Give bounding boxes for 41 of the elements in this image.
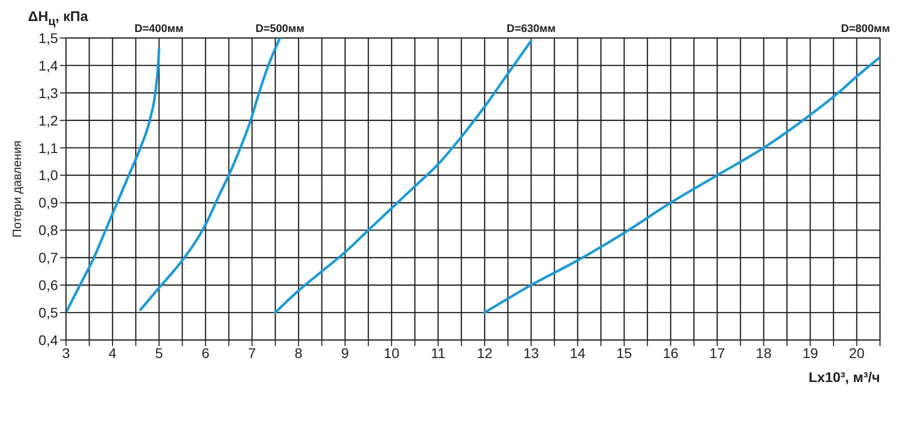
x-tick-label: 6 [202, 344, 210, 361]
x-tick-label: 5 [155, 344, 164, 361]
y-tick-label: 1,0 [38, 167, 58, 184]
y-tick-label: 1,5 [38, 30, 58, 46]
x-tick-label: 3 [62, 344, 70, 361]
y-tick-label: 0,7 [38, 250, 58, 266]
x-tick-label: 4 [108, 344, 117, 361]
y-tick-label: 0,6 [38, 277, 58, 294]
y-tick-label: 0,9 [38, 194, 58, 211]
text: D=800мм [841, 23, 890, 35]
series-label: D=630мм [506, 23, 556, 35]
x-tick-label: 10 [384, 344, 400, 361]
x-tick-label: 19 [802, 344, 818, 361]
line-series [483, 56, 880, 314]
x-tick-label: 11 [430, 344, 446, 361]
x-tick-label: 7 [248, 344, 256, 361]
x-tick-label: 13 [523, 344, 540, 361]
y-tick-label: 0,4 [38, 332, 58, 348]
series-label: D=400мм [134, 23, 184, 35]
x-axis-title: Lx10³, м³/ч [808, 369, 880, 385]
y-axis-title: Потери давления [10, 140, 24, 238]
x-tick-label: 18 [756, 344, 772, 361]
text: ΔH$_{ц}$, кПа [28, 8, 88, 28]
x-tick-label: 9 [341, 344, 350, 361]
y-tick-label: 0,8 [38, 222, 58, 238]
line-series [139, 38, 282, 312]
y-tick-label: 1,4 [38, 57, 58, 74]
series-label: D=500мм [255, 23, 304, 35]
x-tick-label: 17 [709, 344, 726, 361]
x-tick-label: 8 [294, 344, 303, 361]
y-tick-label: 0,5 [38, 304, 58, 321]
x-tick-label: 20 [848, 344, 865, 361]
x-tick-label: 12 [476, 344, 493, 361]
x-tick-label: 15 [616, 344, 632, 361]
x-tick-label: 16 [662, 344, 679, 361]
line-series [274, 39, 532, 314]
y-tick-label: 1,1 [38, 140, 58, 156]
y-tick-label: 1,3 [38, 84, 58, 101]
line-series [66, 48, 160, 314]
x-tick-label: 14 [570, 344, 586, 361]
y-tick-label: 1,2 [38, 112, 58, 128]
